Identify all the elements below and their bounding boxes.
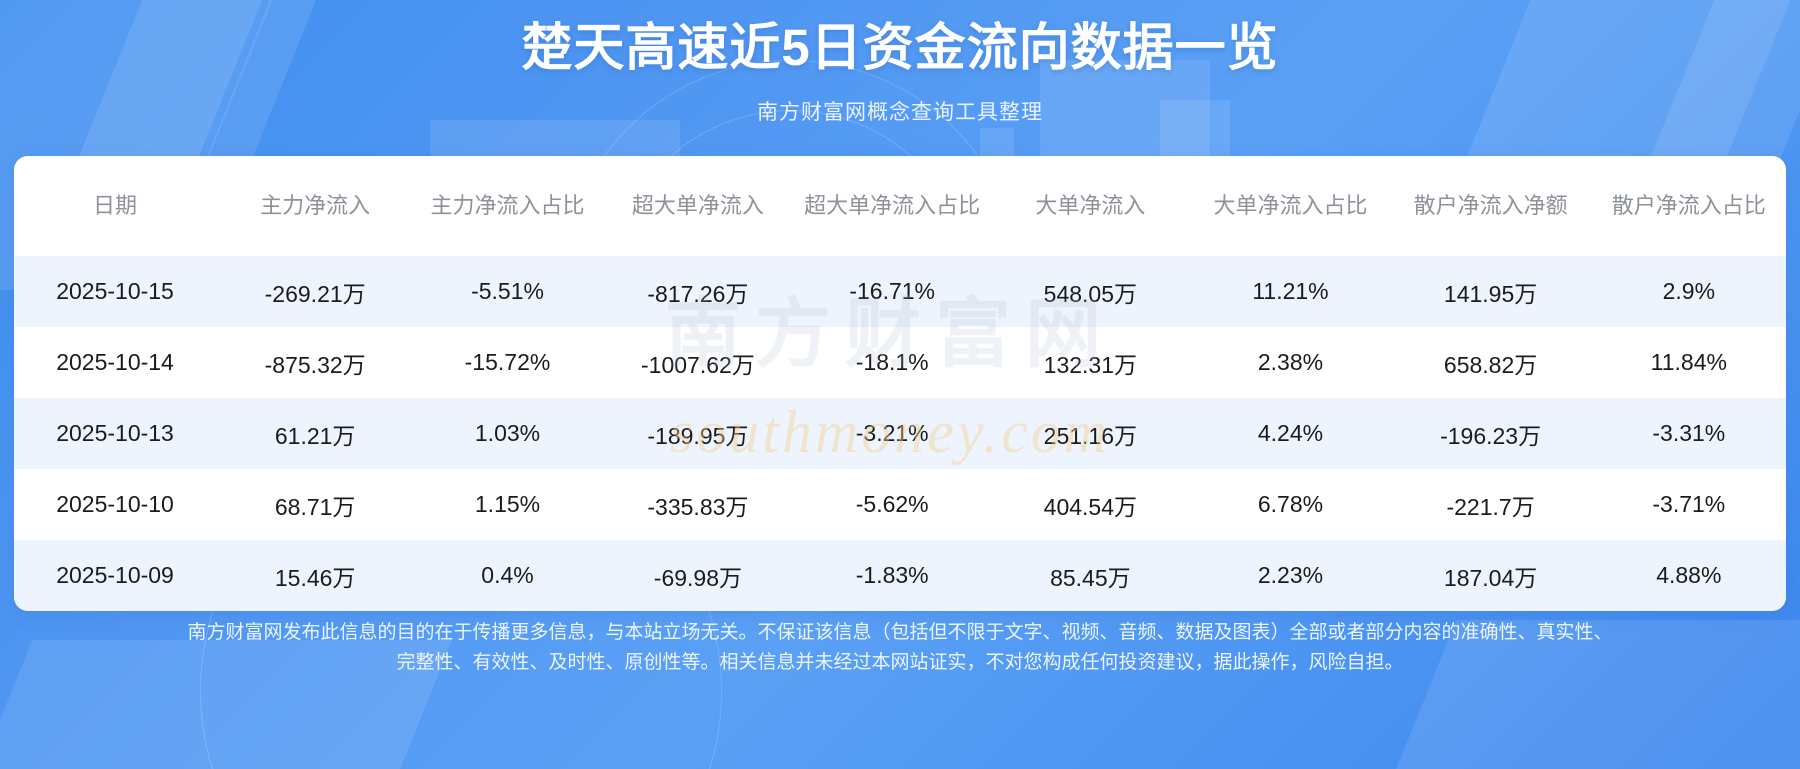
table-header-row: 日期 主力净流入 主力净流入占比 超大单净流入 超大单净流入占比 大单净流入 大… (14, 156, 1786, 256)
table-row: 2025-10-10 68.71万 1.15% -335.83万 -5.62% … (14, 469, 1786, 540)
cell-xl-net: -817.26万 (600, 256, 796, 327)
cell-lg-net: 251.16万 (989, 398, 1192, 469)
page-title: 楚天高速近5日资金流向数据一览 (521, 19, 1279, 76)
cell-xl-pct: -1.83% (795, 540, 990, 611)
cell-main-net: -269.21万 (216, 256, 415, 327)
cell-xl-net: -335.83万 (600, 469, 796, 540)
disclaimer-line-2: 完整性、有效性、及时性、原创性等。相关信息并未经过本网站证实，不对您构成任何投资… (396, 652, 1404, 674)
cell-retail-pct: -3.31% (1591, 398, 1786, 469)
disclaimer-line-1: 南方财富网发布此信息的目的在于传播更多信息，与本站立场无关。不保证该信息（包括但… (187, 622, 1613, 643)
cell-retail-pct: 4.88% (1591, 540, 1786, 611)
cell-lg-pct: 11.21% (1191, 256, 1390, 327)
page-subtitle: 南方财富网概念查询工具整理 (757, 101, 1043, 125)
cell-lg-net: 404.54万 (989, 469, 1192, 540)
cell-main-pct: 1.03% (414, 398, 601, 469)
cell-retail-net: 187.04万 (1389, 540, 1592, 611)
cell-date: 2025-10-10 (14, 469, 217, 540)
cell-lg-pct: 6.78% (1191, 469, 1390, 540)
page-header: 楚天高速近5日资金流向数据一览 南方财富网概念查询工具整理 (0, 0, 1800, 126)
cell-main-pct: 0.4% (414, 540, 601, 611)
cell-xl-net: -189.95万 (600, 398, 796, 469)
cell-retail-net: 658.82万 (1389, 327, 1592, 398)
cell-xl-pct: -3.21% (795, 398, 990, 469)
cell-lg-pct: 2.23% (1191, 540, 1390, 611)
column-header-main-pct: 主力净流入占比 (414, 156, 601, 256)
cell-main-net: 68.71万 (216, 469, 415, 540)
table-row: 2025-10-09 15.46万 0.4% -69.98万 -1.83% 85… (14, 540, 1786, 611)
cell-xl-net: -1007.62万 (600, 327, 796, 398)
cell-lg-net: 548.05万 (989, 256, 1192, 327)
cell-xl-net: -69.98万 (600, 540, 796, 611)
cell-lg-pct: 2.38% (1191, 327, 1390, 398)
table-header: 日期 主力净流入 主力净流入占比 超大单净流入 超大单净流入占比 大单净流入 大… (14, 156, 1786, 256)
cell-lg-net: 85.45万 (989, 540, 1192, 611)
cell-xl-pct: -18.1% (795, 327, 990, 398)
cell-date: 2025-10-09 (14, 540, 217, 611)
column-header-retail-net: 散户净流入净额 (1389, 156, 1592, 256)
cell-retail-pct: -3.71% (1591, 469, 1786, 540)
cell-main-pct: -5.51% (414, 256, 601, 327)
cell-date: 2025-10-15 (14, 256, 217, 327)
cell-main-pct: -15.72% (414, 327, 601, 398)
cell-xl-pct: -5.62% (795, 469, 990, 540)
column-header-date: 日期 (14, 156, 217, 256)
fund-flow-table: 日期 主力净流入 主力净流入占比 超大单净流入 超大单净流入占比 大单净流入 大… (14, 156, 1786, 611)
cell-retail-pct: 11.84% (1591, 327, 1786, 398)
column-header-xl-pct: 超大单净流入占比 (795, 156, 990, 256)
cell-lg-net: 132.31万 (989, 327, 1192, 398)
table-row: 2025-10-15 -269.21万 -5.51% -817.26万 -16.… (14, 256, 1786, 327)
cell-main-net: 15.46万 (216, 540, 415, 611)
cell-lg-pct: 4.24% (1191, 398, 1390, 469)
disclaimer: 南方财富网发布此信息的目的在于传播更多信息，与本站立场无关。不保证该信息（包括但… (0, 618, 1800, 679)
column-header-retail-pct: 散户净流入占比 (1591, 156, 1786, 256)
column-header-main-net: 主力净流入 (216, 156, 415, 256)
cell-main-pct: 1.15% (414, 469, 601, 540)
table-row: 2025-10-14 -875.32万 -15.72% -1007.62万 -1… (14, 327, 1786, 398)
column-header-lg-pct: 大单净流入占比 (1191, 156, 1390, 256)
cell-retail-pct: 2.9% (1591, 256, 1786, 327)
cell-main-net: -875.32万 (216, 327, 415, 398)
table-body: 2025-10-15 -269.21万 -5.51% -817.26万 -16.… (14, 256, 1786, 611)
fund-flow-card: 日期 主力净流入 主力净流入占比 超大单净流入 超大单净流入占比 大单净流入 大… (14, 156, 1786, 611)
cell-date: 2025-10-13 (14, 398, 217, 469)
cell-retail-net: -221.7万 (1389, 469, 1592, 540)
column-header-lg-net: 大单净流入 (989, 156, 1192, 256)
cell-xl-pct: -16.71% (795, 256, 990, 327)
cell-date: 2025-10-14 (14, 327, 217, 398)
cell-retail-net: -196.23万 (1389, 398, 1592, 469)
table-row: 2025-10-13 61.21万 1.03% -189.95万 -3.21% … (14, 398, 1786, 469)
cell-retail-net: 141.95万 (1389, 256, 1592, 327)
cell-main-net: 61.21万 (216, 398, 415, 469)
column-header-xl-net: 超大单净流入 (600, 156, 796, 256)
